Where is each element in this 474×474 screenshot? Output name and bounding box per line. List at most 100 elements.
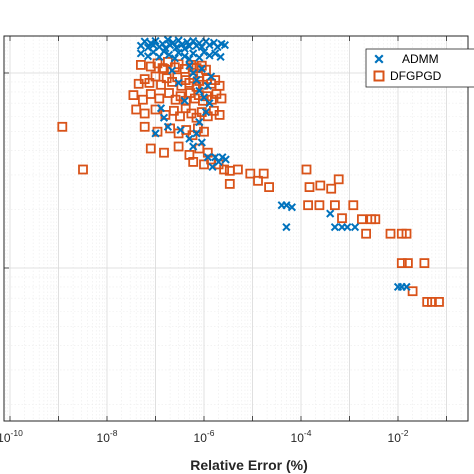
data-point-dfgpgd	[180, 103, 191, 114]
legend-label-admm: ADMM	[402, 52, 439, 66]
data-point-dfgpgd	[156, 79, 166, 90]
data-point-admm	[287, 203, 297, 212]
data-point-admm	[216, 52, 225, 62]
data-point-dfgpgd	[199, 126, 209, 137]
data-point-dfgpgd	[216, 93, 227, 104]
data-point-admm	[149, 47, 158, 57]
data-point-dfgpgd	[402, 258, 413, 269]
data-point-admm	[176, 125, 185, 135]
data-point-dfgpgd	[150, 71, 161, 82]
data-point-admm	[197, 64, 206, 74]
data-point-dfgpgd	[191, 112, 202, 123]
data-point-admm	[163, 35, 173, 44]
data-point-admm	[208, 162, 217, 172]
data-point-dfgpgd	[304, 182, 315, 193]
data-point-dfgpgd	[348, 200, 359, 211]
data-point-admm	[282, 222, 291, 232]
data-point-dfgpgd	[164, 88, 174, 98]
x-tick-label: 10-4	[291, 428, 312, 445]
data-point-admm	[174, 78, 183, 88]
data-point-admm	[221, 155, 230, 164]
data-point-admm	[205, 51, 214, 60]
data-point-admm	[170, 54, 179, 63]
data-point-dfgpgd	[232, 164, 243, 175]
data-point-admm	[337, 222, 347, 232]
data-point-admm	[163, 122, 173, 131]
data-point-dfgpgd	[314, 200, 325, 211]
x-tick-labels: 10-10 10-8 10-6 10-4 10-2	[0, 428, 409, 445]
data-point-dfgpgd	[145, 143, 156, 154]
data-point-dfgpgd	[135, 60, 146, 70]
data-point-admm	[140, 37, 149, 46]
data-point-dfgpgd	[154, 93, 165, 104]
data-point-dfgpgd	[137, 94, 148, 105]
x-tick-label: 10-6	[194, 428, 215, 445]
data-point-admm	[206, 72, 216, 81]
data-point-admm	[350, 222, 360, 232]
x-tick-label: 10-8	[97, 428, 118, 445]
data-point-admm	[220, 40, 230, 50]
legend-marker-dfgpgd	[373, 70, 385, 82]
data-point-admm	[195, 86, 204, 95]
data-point-dfgpgd	[326, 183, 337, 194]
data-point-dfgpgd	[187, 130, 198, 141]
data-point-admm	[185, 54, 194, 64]
data-point-admm	[185, 42, 194, 51]
data-point-dfgpgd	[144, 78, 155, 88]
data-point-admm	[177, 40, 187, 49]
data-point-dfgpgd	[337, 213, 347, 224]
data-point-dfgpgd	[224, 178, 235, 189]
data-point-dfgpgd	[370, 214, 381, 225]
data-point-admm	[156, 104, 166, 113]
data-point-dfgpgd	[264, 182, 275, 193]
minor-gridlines	[4, 36, 468, 421]
data-point-dfgpgd	[139, 121, 150, 132]
data-point-dfgpgd	[396, 258, 407, 269]
data-point-admm	[199, 47, 209, 57]
data-point-admm	[199, 93, 209, 102]
data-point-dfgpgd	[361, 228, 372, 239]
data-point-admm	[192, 129, 201, 138]
data-point-dfgpgd	[258, 168, 269, 179]
data-point-dfgpgd	[202, 111, 213, 122]
data-point-admm	[168, 38, 178, 47]
data-point-admm	[183, 37, 192, 47]
data-point-dfgpgd	[245, 168, 256, 179]
data-point-dfgpgd	[214, 110, 225, 120]
data-point-admm	[167, 66, 177, 75]
series-admm	[136, 35, 411, 292]
data-point-dfgpgd	[175, 111, 185, 122]
major-gridlines	[4, 36, 468, 421]
data-point-dfgpgd	[419, 258, 430, 269]
data-point-dfgpgd	[301, 164, 312, 175]
data-point-admm	[149, 40, 158, 50]
data-point-admm	[330, 222, 340, 232]
data-point-dfgpgd	[78, 164, 88, 175]
data-point-dfgpgd	[303, 200, 314, 211]
plot-frame	[3, 35, 469, 422]
data-point-dfgpgd	[329, 200, 340, 211]
data-point-dfgpgd	[219, 164, 230, 175]
data-point-admm	[197, 138, 206, 147]
data-point-dfgpgd	[159, 147, 169, 158]
data-point-admm	[189, 49, 198, 58]
axis-ticks	[4, 36, 447, 421]
data-point-admm	[192, 75, 201, 85]
data-point-admm	[326, 209, 335, 218]
data-point-admm	[402, 282, 411, 292]
data-point-admm	[189, 68, 198, 78]
data-point-admm	[189, 142, 198, 151]
data-point-admm	[203, 81, 212, 90]
data-point-dfgpgd	[356, 214, 367, 225]
legend-label-dfgpgd: DFGPGD	[390, 69, 442, 83]
data-point-admm	[203, 153, 212, 162]
data-point-admm	[180, 96, 189, 105]
x-axis-label: Relative Error (%)	[190, 457, 307, 473]
data-point-dfgpgd	[253, 175, 263, 186]
data-point-admm	[185, 134, 194, 143]
data-point-dfgpgd	[173, 141, 184, 152]
data-point-dfgpgd	[145, 61, 156, 72]
x-tick-label: 10-2	[388, 428, 409, 445]
data-point-dfgpgd	[168, 105, 179, 116]
